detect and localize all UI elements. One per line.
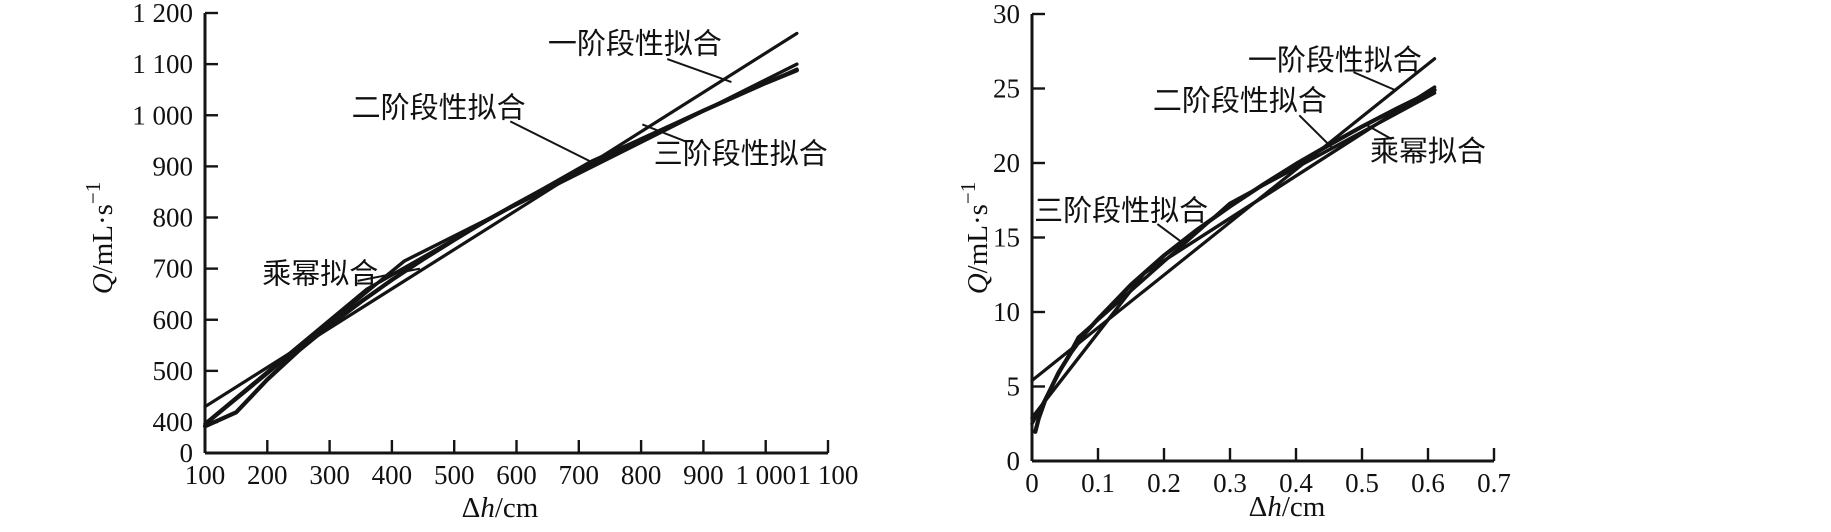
x-tick-label: 0.2 [1147,468,1181,498]
y-tick-label: 0 [180,438,194,468]
x-tick-label: 500 [434,460,475,490]
y-tick-label: 1 100 [132,49,193,79]
annotation-one-stage-fit: 一阶段性拟合 [548,28,722,61]
x-tick-label: 0.4 [1279,468,1313,498]
series-three-stage-fit-line [1030,91,1437,426]
x-tick-label: 800 [621,460,662,490]
y-axis-title-part: /mL·s [962,204,994,273]
x-axis-title-part: h [480,492,495,524]
series-one-stage-fit-line [1030,57,1437,383]
annotation-leader-one-stage-fit [1353,71,1396,91]
y-tick-label: 800 [153,203,194,233]
x-tick-label: 1 100 [798,460,859,490]
x-tick-label: 0.5 [1345,468,1379,498]
x-tick-label: 0 [1025,468,1039,498]
y-tick-label: 600 [153,305,194,335]
x-axis-title-part: Δ [1249,491,1268,523]
x-tick-label: 1 000 [735,460,796,490]
x-tick-label: 600 [496,460,537,490]
y-tick-label: 900 [153,151,194,181]
annotation-leader-three-stage-fit [641,123,687,143]
x-tick-label: 0.7 [1477,468,1511,498]
y-tick-label: 700 [153,254,194,284]
x-tick-label: 0.1 [1081,468,1115,498]
annotation-three-stage-fit: 三阶段性拟合 [1034,195,1208,228]
y-tick-label: 20 [993,148,1020,178]
annotation-power-fit: 乘幂拟合 [262,258,378,291]
x-axis-title-part: h [1267,491,1282,523]
x-tick-label: 100 [185,460,226,490]
x-axis-title-part: /cm [1282,491,1326,523]
y-axis-title-part: −1 [81,182,105,204]
y-tick-label: 10 [993,297,1020,327]
y-axis-title: Q/mL·s−1 [81,182,119,295]
y-tick-label: 15 [993,223,1020,253]
annotation-leader-two-stage-fit [1298,114,1334,149]
y-axis-title-part: Q [87,273,119,294]
x-tick-label: 200 [247,460,288,490]
chart-left: 100 200 300 400 500 600 700 800 900 1 000 1 100 0 40… [0,0,915,532]
x-axis-title-part: /cm [495,492,539,524]
annotation-leader-two-stage-fit [509,120,591,163]
y-tick-label: 0 [1007,446,1021,476]
y-axis-title-part: Q [962,273,994,294]
y-tick-label: 500 [153,356,194,386]
x-axis-title: Δh/cm [1249,491,1326,523]
annotation-leader-one-stage-fit [666,58,732,83]
annotation-two-stage-fit: 二阶段性拟合 [1153,84,1327,117]
x-tick-label: 300 [309,460,350,490]
right-flow-chart-svg: 0 0.1 0.2 0.3 0.4 0.5 0.6 0.7 0 5 10 15 20 25 30 Δh/cm Q… [956,0,1511,523]
x-tick-label: 0.6 [1411,468,1445,498]
x-axis-title-part: Δ [462,492,481,524]
y-axis-title-part: /mL·s [87,204,119,273]
y-axis-title-part: −1 [956,182,980,204]
series-two-stage-fit-line [1030,85,1437,420]
y-tick-label: 5 [1007,372,1021,402]
series-one-stage-fit-line [203,31,799,409]
annotation-power-fit: 乘幂拟合 [1370,135,1486,168]
left-flow-chart-svg: 100 200 300 400 500 600 700 800 900 1 000 1 100040… [81,0,859,524]
x-tick-label: 0.3 [1213,468,1247,498]
y-tick-label: 1 000 [132,100,193,130]
y-tick-label: 30 [993,0,1020,29]
annotation-leader-power-fit [357,267,421,282]
annotation-one-stage-fit: 一阶段性拟合 [1248,44,1422,77]
y-tick-label: 25 [993,74,1020,104]
y-tick-label: 400 [153,407,194,437]
annotation-leader-three-stage-fit [1156,223,1182,243]
x-tick-label: 400 [372,460,413,490]
x-tick-label: 700 [559,460,600,490]
y-tick-label: 1 200 [132,0,193,28]
chart-right: 0 0.1 0.2 0.3 0.4 0.5 0.6 0.7 0 5 10 15 20 25 30 Δh/cm Q… [915,0,1831,532]
x-axis-title: Δh/cm [462,492,539,524]
y-axis-title: Q/mL·s−1 [956,182,994,295]
annotation-leader-power-fit [1364,123,1393,141]
annotation-three-stage-fit: 三阶段性拟合 [654,138,828,171]
x-tick-label: 900 [683,460,724,490]
annotation-two-stage-fit: 二阶段性拟合 [352,92,526,125]
